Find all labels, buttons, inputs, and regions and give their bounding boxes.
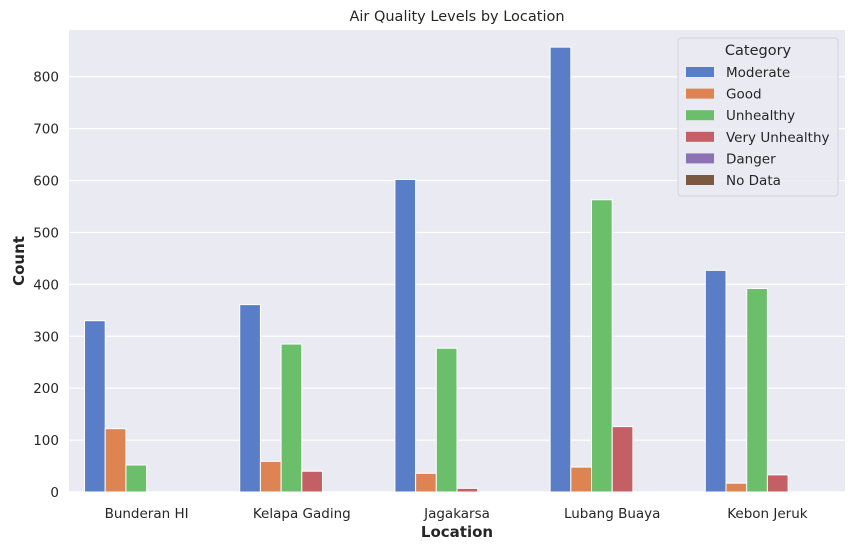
bar-unhealthy (125, 464, 148, 493)
legend-label: Danger (726, 151, 776, 167)
bars (84, 46, 789, 493)
x-tick-label: Kelapa Gading (253, 506, 351, 522)
legend-swatch (686, 175, 714, 185)
legend-swatch (686, 131, 714, 142)
bar-good (259, 460, 282, 493)
legend-swatch (686, 88, 714, 99)
bar-very-unhealthy (611, 426, 634, 493)
x-tick-label: Bunderan HI (105, 506, 189, 522)
legend: Category Moderate Good Unhealthy Very Unhea… (677, 37, 839, 197)
bar-moderate (394, 179, 417, 493)
legend-label: Unhealthy (726, 108, 795, 124)
bar-unhealthy (435, 347, 458, 493)
bar-good (725, 482, 748, 493)
legend-title: Category (725, 43, 792, 59)
y-tick-label: 400 (33, 277, 59, 293)
y-tick-label: 0 (50, 485, 59, 501)
y-axis-label: Count (10, 236, 28, 286)
legend-label: Very Unhealthy (726, 130, 830, 146)
y-tick-label: 600 (33, 174, 59, 190)
bar-unhealthy (280, 343, 303, 493)
legend-label: Good (726, 87, 762, 103)
chart-title: Air Quality Levels by Location (349, 9, 564, 25)
x-tick-label: Lubang Buaya (564, 506, 660, 522)
bar-very-unhealthy (766, 474, 789, 493)
legend-swatch (686, 153, 714, 164)
y-tick-label: 200 (33, 381, 59, 397)
bar-very-unhealthy (301, 470, 323, 493)
y-tick-label: 700 (33, 122, 59, 138)
legend-swatch (686, 110, 714, 121)
y-tick-label: 300 (33, 329, 59, 345)
y-tick-label: 100 (33, 433, 59, 449)
legend-swatch (686, 67, 714, 77)
bar-moderate (239, 304, 261, 493)
bar-good (104, 428, 127, 493)
legend-box (677, 37, 839, 197)
bar-moderate (549, 46, 572, 493)
bar-unhealthy (746, 288, 768, 493)
y-tick-label: 800 (33, 70, 59, 86)
bar-good (570, 466, 593, 493)
x-tick-label: Kebon Jeruk (727, 506, 808, 522)
legend-label: No Data (726, 173, 781, 189)
bar-unhealthy (591, 199, 613, 493)
bar-good (415, 472, 437, 493)
bar-moderate (84, 320, 106, 493)
y-tick-label: 500 (33, 225, 59, 241)
bar-very-unhealthy (456, 487, 479, 493)
y-axis: 0 100 200 300 400 500 600 700 800 (33, 70, 59, 501)
legend-label: Moderate (726, 65, 790, 81)
bar-moderate (704, 269, 727, 493)
x-tick-label: Jagakarsa (423, 506, 490, 522)
x-axis-label: Location (421, 523, 493, 541)
x-axis: Bunderan HI Kelapa Gading Jagakarsa Lubang … (105, 506, 808, 522)
